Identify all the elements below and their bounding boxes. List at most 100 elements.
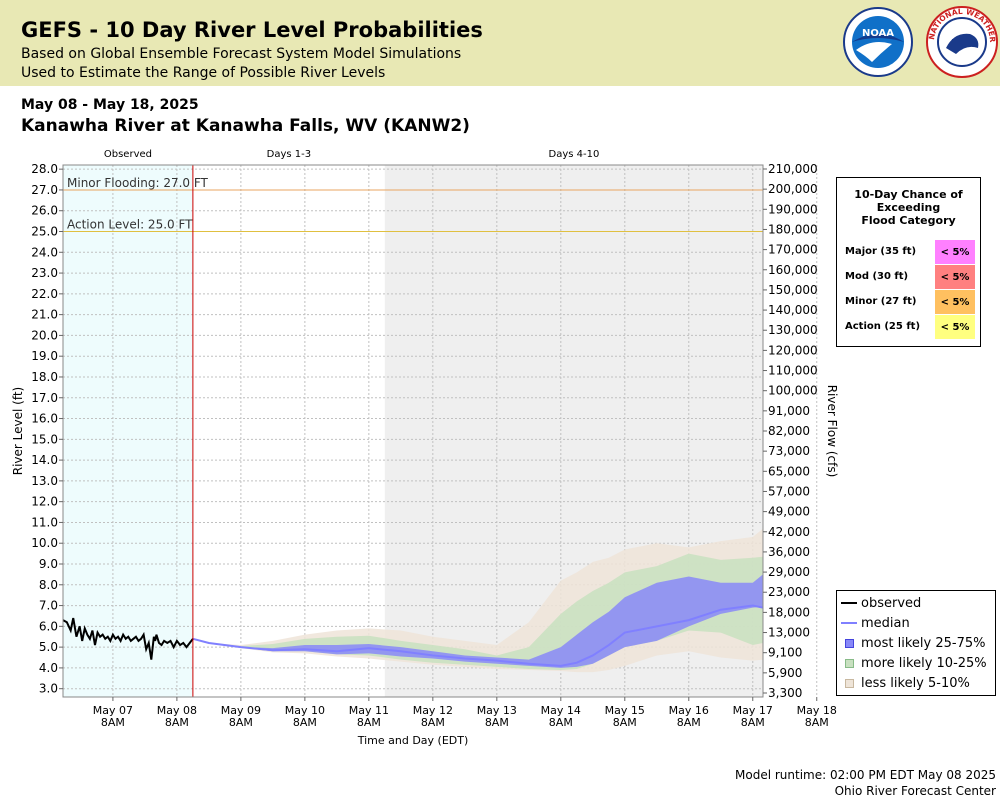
y2-tick-label: 180,000: [768, 222, 818, 236]
y-tick-label: 18.0: [31, 370, 58, 384]
y2-tick-label: 13,000: [768, 626, 810, 640]
legend-label: less likely 5-10%: [861, 675, 970, 691]
legend-swatch: [841, 622, 857, 624]
period-label: Days 1-3: [267, 149, 311, 160]
y-tick-label: 9.0: [39, 557, 58, 571]
y2-tick-label: 42,000: [768, 525, 810, 539]
x-tick-time-label: 8AM: [293, 716, 317, 729]
probability-band: [192, 574, 763, 668]
x-tick-label: May 15: [605, 704, 645, 717]
legend-label: most likely 25-75%: [861, 635, 986, 651]
nws-logo: NATIONAL WEATHER SERVICE: [926, 4, 998, 78]
y2-tick-label: 160,000: [768, 263, 818, 277]
y-tick-label: 12.0: [31, 495, 58, 509]
median-line: [192, 604, 764, 667]
probability-label-minor: Minor (27 ft): [845, 296, 917, 307]
y-tick-label: 16.0: [31, 412, 58, 426]
y2-tick-label: 210,000: [768, 162, 818, 176]
chart-axes: 3.0 4.0 5.0 6.0 7.0 8.0 9.0 10.0 11.0 12.0 13.0 14.…: [31, 162, 837, 729]
series-lines: [62, 165, 764, 697]
y2-tick-label: 57,000: [768, 484, 810, 498]
page-subtitle-2: Used to Estimate the Range of Possible R…: [21, 65, 386, 81]
y-tick-label: 15.0: [31, 432, 58, 446]
x-tick-label: May 13: [477, 704, 517, 717]
page-title: GEFS - 10 Day River Level Probabilities: [21, 18, 483, 42]
page-subtitle: Based on Global Ensemble Forecast System…: [21, 46, 462, 62]
period-background: [192, 165, 385, 697]
y-tick-label: 14.0: [31, 453, 58, 467]
y2-tick-label: 29,000: [768, 565, 810, 579]
y2-tick-label: 120,000: [768, 343, 818, 357]
y2-tick-label: 130,000: [768, 323, 818, 337]
x-axis-label: Time and Day (EDT): [357, 734, 469, 747]
x-tick-time-label: 8AM: [485, 716, 509, 729]
probability-title-line: Exceeding: [876, 201, 941, 214]
legend-item: median: [841, 613, 910, 633]
x-tick-time-label: 8AM: [229, 716, 253, 729]
x-tick-time-label: 8AM: [101, 716, 125, 729]
legend-line-observed: [841, 602, 857, 604]
y2-tick-label: 91,000: [768, 404, 810, 418]
x-tick-time-label: 8AM: [805, 716, 829, 729]
y-tick-label: 22.0: [31, 287, 58, 301]
probability-title-line: 10-Day Chance of: [854, 188, 963, 201]
legend-item: less likely 5-10%: [841, 673, 970, 693]
y-tick-label: 25.0: [31, 225, 58, 239]
date-range: May 08 - May 18, 2025: [21, 97, 199, 113]
x-tick-time-label: 8AM: [741, 716, 765, 729]
river-level-chart: Observed Days 1-3 Days 4-10 Minor Flooding…: [11, 149, 839, 747]
x-tick-label: May 09: [221, 704, 261, 717]
y-tick-label: 26.0: [31, 204, 58, 218]
noaa-logo: NOAA: [843, 7, 913, 77]
y-tick-label: 4.0: [39, 661, 58, 675]
observed-line: [62, 617, 194, 660]
x-tick-label: May 11: [349, 704, 389, 717]
legend-line-median: [841, 622, 857, 624]
y-tick-label: 23.0: [31, 266, 58, 280]
x-tick-label: May 17: [733, 704, 773, 717]
y2-tick-label: 140,000: [768, 303, 818, 317]
y-tick-label: 13.0: [31, 474, 58, 488]
y-tick-label: 19.0: [31, 349, 58, 363]
y2-tick-label: 150,000: [768, 283, 818, 297]
legend-label: more likely 10-25%: [861, 655, 987, 671]
x-tick-label: May 07: [93, 704, 133, 717]
y2-tick-label: 65,000: [768, 464, 810, 478]
forecast-center: Ohio River Forecast Center: [834, 784, 996, 798]
y2-tick-label: 110,000: [768, 364, 818, 378]
x-tick-time-label: 8AM: [549, 716, 573, 729]
period-label: Observed: [104, 149, 152, 160]
legend-swatch: [841, 638, 857, 648]
legend-item: most likely 25-75%: [841, 633, 985, 653]
legend-swatch: [841, 602, 857, 604]
y2-tick-label: 100,000: [768, 384, 818, 398]
page-header: GEFS - 10 Day River Level Probabilities …: [0, 0, 1000, 86]
y-tick-label: 3.0: [39, 682, 58, 696]
probability-label-major: Major (35 ft): [845, 246, 917, 257]
x-tick-time-label: 8AM: [165, 716, 189, 729]
y2-tick-label: 170,000: [768, 243, 818, 257]
y-tick-label: 8.0: [39, 578, 58, 592]
y2-tick-label: 9,100: [768, 646, 802, 660]
probability-table-title: 10-Day Chance of Exceeding Flood Categor…: [837, 188, 980, 227]
threshold-label: Action Level: 25.0 FT: [67, 218, 193, 232]
probability-label-action: Action (25 ft): [845, 321, 921, 332]
y2-tick-label: 49,000: [768, 505, 810, 519]
y2-tick-label: 5,900: [768, 666, 802, 680]
x-tick-label: May 18: [797, 704, 837, 717]
y2-tick-label: 36,000: [768, 545, 810, 559]
legend-swatch: [841, 678, 857, 688]
y-tick-label: 17.0: [31, 391, 58, 405]
legend-square-5-10: [844, 678, 854, 688]
y-tick-label: 11.0: [31, 515, 58, 529]
probability-value-action: < 5%: [935, 315, 975, 339]
y2-tick-label: 73,000: [768, 444, 810, 458]
legend-label: median: [861, 615, 910, 631]
y-tick-label: 20.0: [31, 328, 58, 342]
chart-gridlines: [63, 165, 818, 697]
y-tick-label: 7.0: [39, 599, 58, 613]
y2-tick-label: 200,000: [768, 182, 818, 196]
period-label: Days 4-10: [549, 149, 600, 160]
x-tick-time-label: 8AM: [677, 716, 701, 729]
probability-value-moderate: < 5%: [935, 265, 975, 289]
